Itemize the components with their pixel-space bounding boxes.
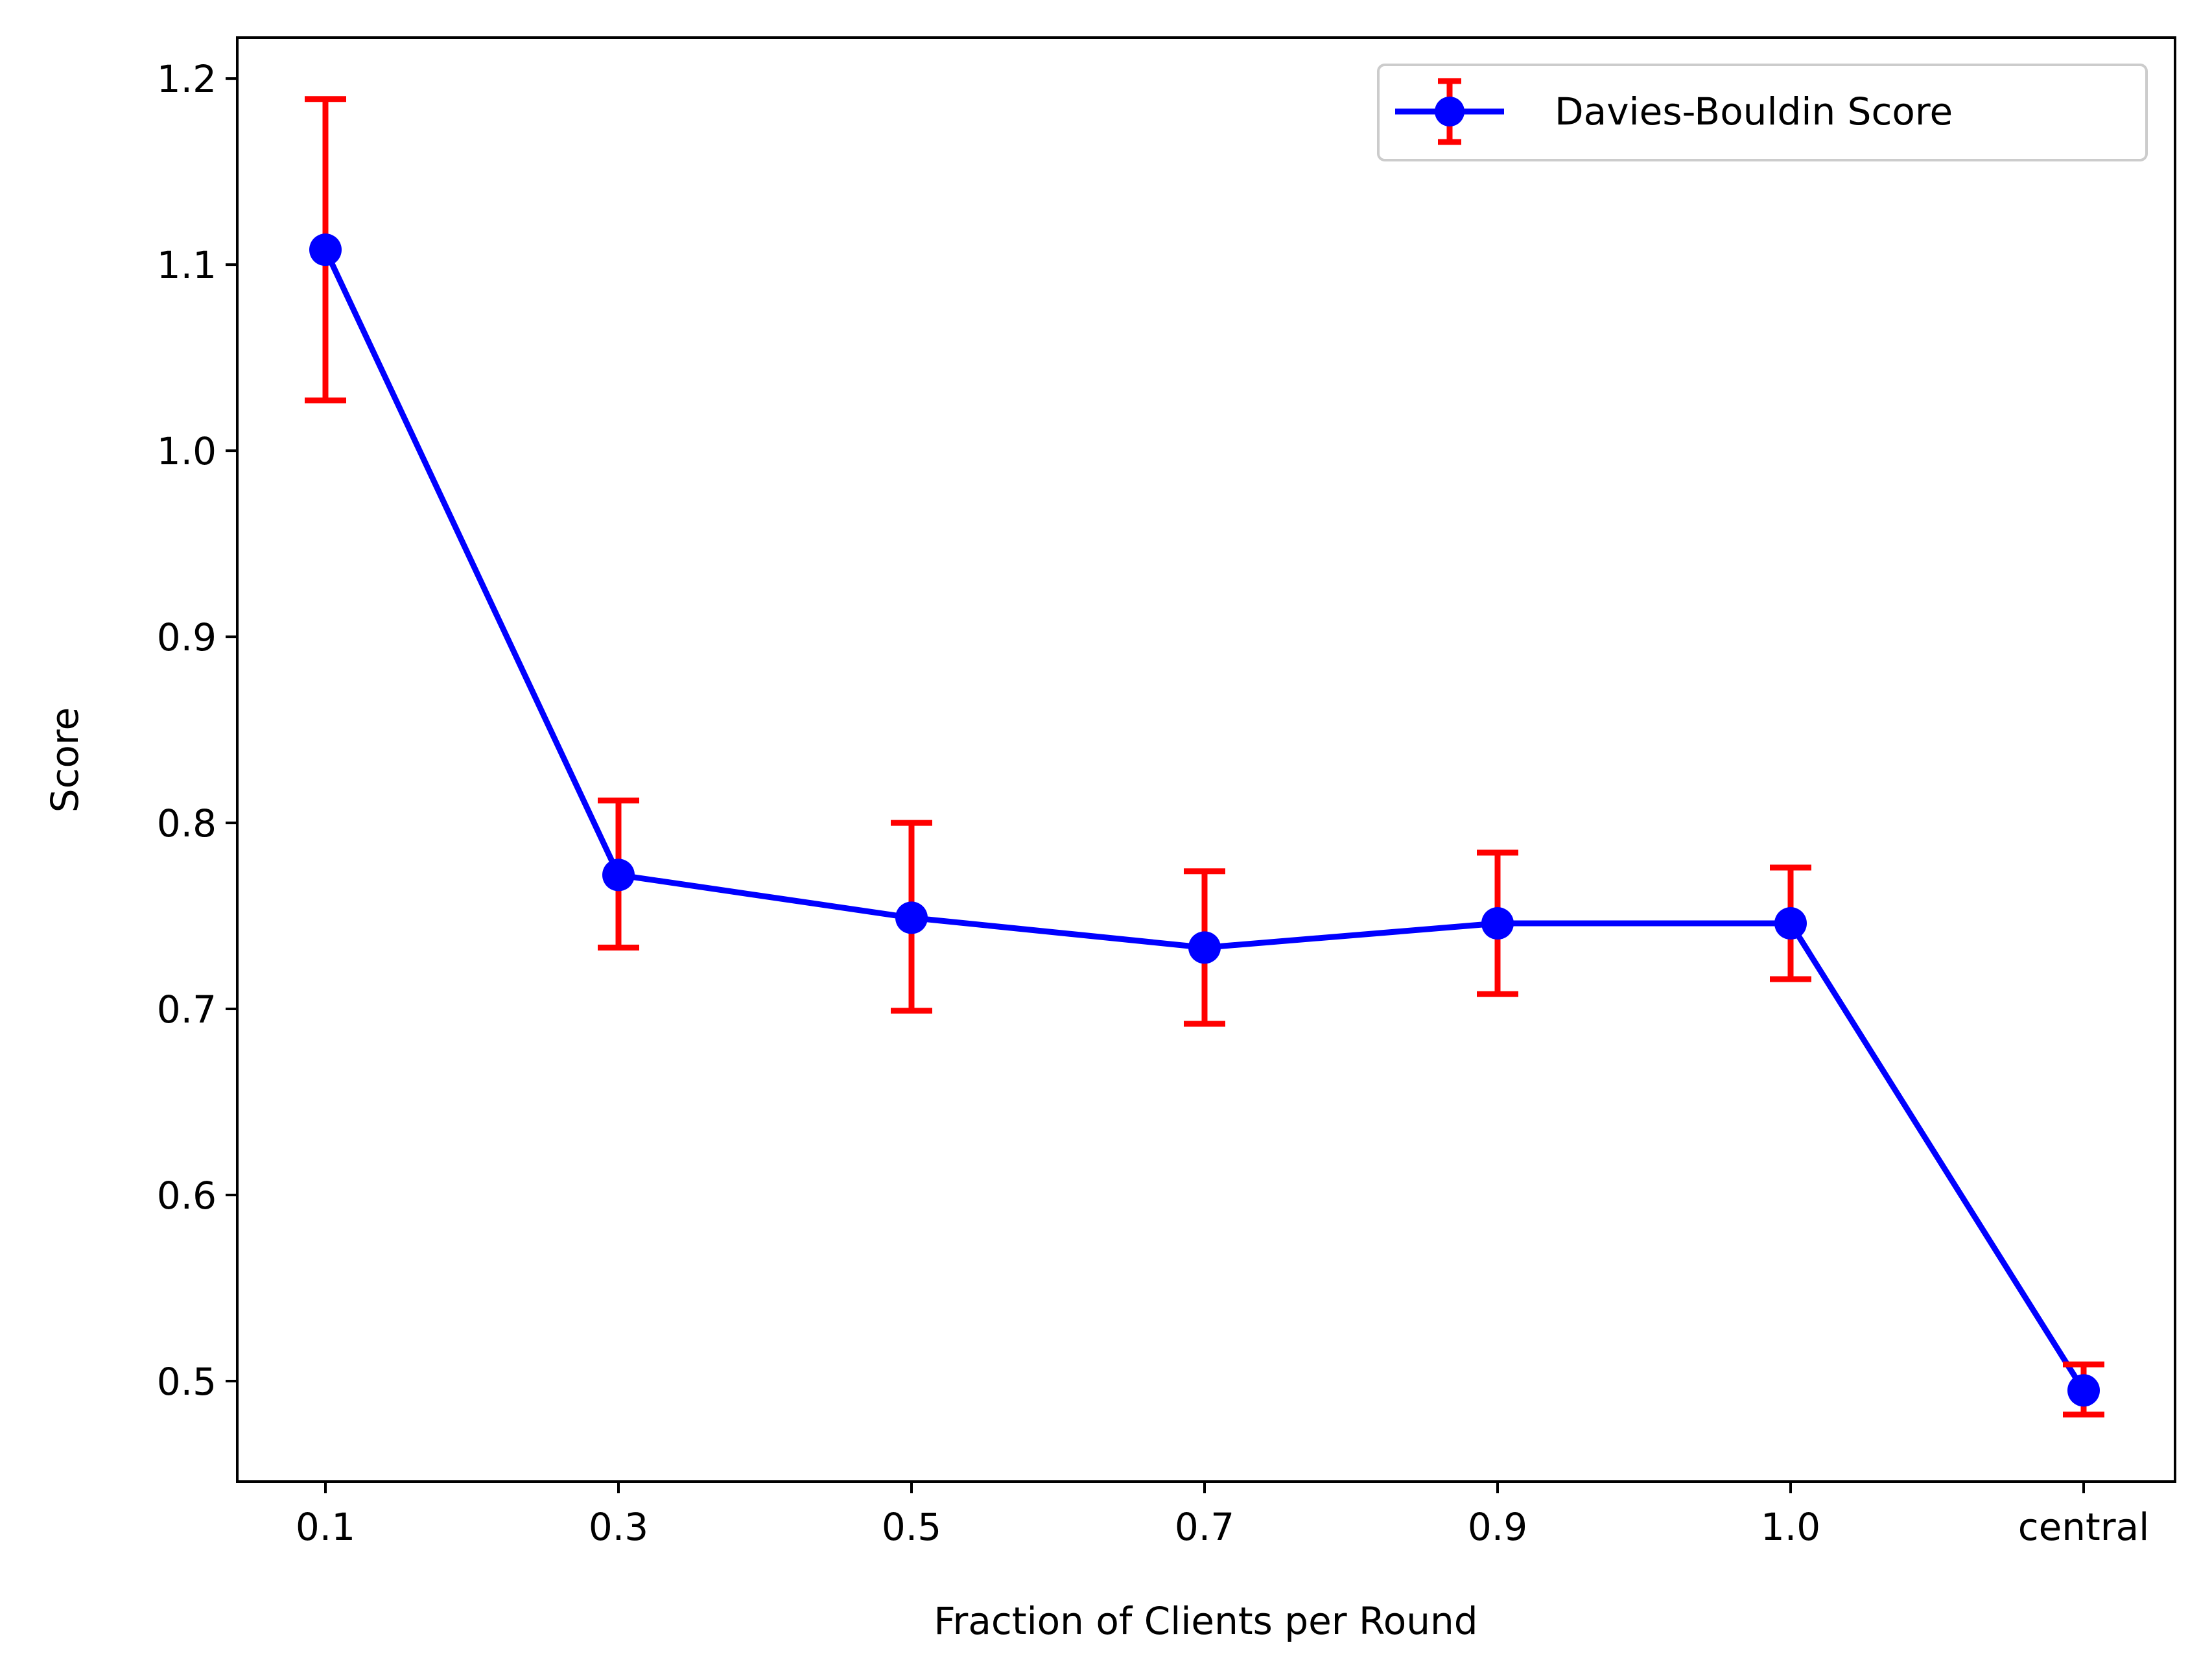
y-axis-ticks: 0.5 0.6 0.7 0.8 0.9 1.0 1.1 1.2: [157, 57, 237, 1404]
y-tick-label: 1.2: [157, 57, 217, 101]
y-tick-label: 0.9: [157, 615, 217, 659]
legend-box: [1377, 64, 2148, 161]
plot-layer: [305, 96, 2104, 1418]
x-axis-label: Fraction of Clients per Round: [934, 1599, 1477, 1643]
data-point: [1188, 931, 1221, 964]
y-tick-label: 0.8: [157, 801, 217, 846]
y-tick-label: 0.6: [157, 1174, 217, 1218]
legend-label: Davies-Bouldin Score: [1555, 89, 1953, 134]
y-axis-label: Score: [43, 707, 87, 812]
data-point: [2067, 1374, 2100, 1407]
x-tick-label: 0.5: [882, 1505, 941, 1549]
x-tick-label: 1.0: [1761, 1505, 1820, 1549]
x-tick-label: 0.9: [1468, 1505, 1527, 1549]
x-tick-label: 0.3: [589, 1505, 648, 1549]
legend-marker: [1435, 97, 1465, 126]
x-tick-label: 0.7: [1175, 1505, 1234, 1549]
y-tick-label: 1.1: [157, 243, 217, 287]
x-tick-label: 0.1: [296, 1505, 355, 1549]
data-point: [1774, 907, 1807, 940]
x-tick-label: central: [2018, 1505, 2150, 1549]
data-point: [602, 858, 635, 892]
data-point: [309, 233, 342, 266]
y-tick-label: 0.7: [157, 988, 217, 1032]
data-point: [895, 901, 928, 934]
x-axis-ticks: 0.1 0.3 0.5 0.7 0.9 1.0 central: [296, 1482, 2149, 1549]
y-tick-label: 0.5: [157, 1360, 217, 1404]
data-point: [1481, 907, 1514, 940]
plot-frame: [236, 36, 2176, 1483]
y-tick-label: 1.0: [157, 429, 217, 473]
legend: Davies-Bouldin Score: [1377, 64, 2148, 161]
